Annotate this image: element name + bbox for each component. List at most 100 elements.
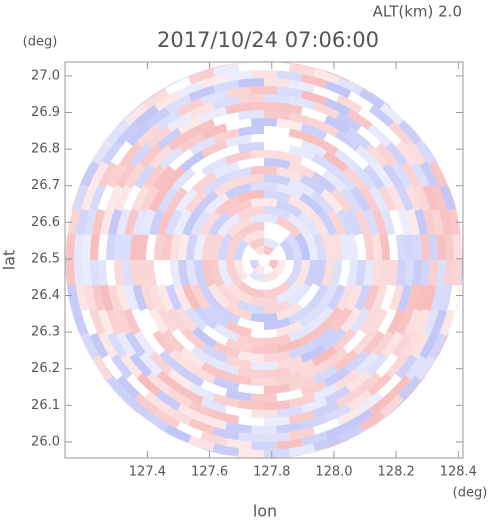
y-axis-label: lat — [0, 250, 19, 271]
echo-cell — [294, 260, 310, 288]
echo-cell — [242, 230, 264, 245]
echo-cell — [264, 94, 290, 104]
echo-cell — [368, 308, 388, 335]
echo-cell — [287, 213, 311, 237]
echo-cell — [162, 329, 186, 354]
echo-cell — [66, 234, 76, 260]
echo-cell — [178, 233, 190, 260]
echo-cell — [178, 132, 205, 154]
echo-cell — [455, 284, 462, 310]
echo-cell — [107, 161, 127, 188]
echo-cell — [138, 260, 149, 287]
echo-cell — [201, 140, 228, 158]
echo-cell — [162, 233, 174, 260]
echo-cell — [178, 366, 205, 388]
x-tick-label: 127.6 — [191, 465, 228, 480]
echo-cell — [212, 426, 240, 441]
echo-cell — [188, 418, 215, 435]
echo-cell — [320, 188, 344, 214]
echo-cell — [444, 260, 454, 286]
echo-cell — [312, 136, 339, 156]
echo-cell — [363, 330, 385, 356]
echo-cell — [250, 393, 278, 402]
echo-cell — [346, 370, 372, 393]
echo-cell — [217, 283, 241, 307]
echo-cell — [321, 260, 334, 287]
echo-cell — [379, 233, 390, 260]
echo-cell — [395, 140, 418, 166]
echo-cell — [200, 106, 228, 123]
echo-cell — [155, 109, 181, 131]
echo-cell — [335, 387, 362, 408]
echo-cell — [301, 64, 326, 72]
echo-cell — [156, 127, 182, 150]
echo-cell — [254, 264, 264, 275]
echo-cell — [97, 308, 115, 336]
echo-cell — [148, 284, 165, 312]
echo-cell — [363, 208, 380, 236]
echo-cell — [162, 166, 186, 191]
echo-cell — [264, 158, 291, 170]
echo-cell — [264, 432, 290, 442]
echo-cell — [225, 372, 252, 386]
echo-cell — [324, 385, 351, 405]
echo-cell — [100, 284, 114, 312]
echo-cell — [279, 238, 294, 260]
echo-cell — [345, 284, 363, 311]
echo-cell — [300, 414, 328, 430]
echo-cell — [276, 199, 303, 218]
echo-cell — [89, 184, 106, 211]
plot-frame — [64, 61, 464, 459]
echo-cell — [237, 281, 264, 298]
echo-cell — [367, 372, 392, 397]
echo-cell — [448, 186, 457, 211]
echo-cell — [391, 162, 412, 189]
echo-cell — [98, 332, 118, 359]
echo-cell — [130, 260, 141, 287]
x-tick-label: 128.0 — [315, 465, 352, 480]
echo-cell — [276, 320, 303, 337]
y-tick-label: 26.7 — [31, 178, 60, 193]
echo-cell — [264, 269, 280, 282]
echo-cell — [148, 208, 165, 236]
echo-cell — [124, 208, 140, 236]
echo-cell — [250, 85, 278, 95]
x-tick-label: 127.8 — [253, 465, 290, 480]
echo-cell — [439, 309, 456, 336]
echo-cell — [125, 162, 146, 189]
echo-cell — [287, 283, 311, 307]
echo-cell — [210, 260, 225, 287]
echo-cell — [379, 260, 390, 287]
echo-cell — [157, 79, 180, 93]
echo-cell — [330, 307, 353, 333]
echo-cell — [66, 284, 73, 310]
echo-cell — [146, 371, 172, 395]
y-tick-label: 26.4 — [31, 288, 60, 303]
echo-cell — [420, 234, 431, 260]
echo-cell — [344, 350, 369, 374]
echo-cell — [411, 260, 422, 287]
echo-cell — [377, 185, 397, 212]
echo-cell — [237, 126, 264, 137]
echo-cell — [390, 395, 410, 414]
echo-cell — [430, 208, 445, 236]
echo-cell — [157, 186, 178, 213]
echo-cell — [200, 414, 228, 430]
echo-cell — [200, 397, 228, 414]
echo-cell — [200, 431, 227, 447]
echo-cell — [301, 431, 328, 447]
y-tick-label: 27.0 — [31, 68, 60, 83]
echo-cell — [184, 306, 208, 332]
echo-cell — [336, 424, 363, 443]
echo-cell — [321, 169, 347, 193]
echo-cell — [138, 233, 149, 260]
echo-cell — [89, 332, 109, 359]
echo-cell — [288, 144, 316, 161]
echo-cell — [212, 96, 240, 110]
echo-cell — [264, 206, 291, 221]
echo-cell — [307, 283, 329, 310]
echo-cell — [353, 330, 376, 355]
echo-cell — [405, 284, 420, 312]
echo-cell — [191, 326, 217, 349]
echo-cell — [116, 284, 131, 312]
